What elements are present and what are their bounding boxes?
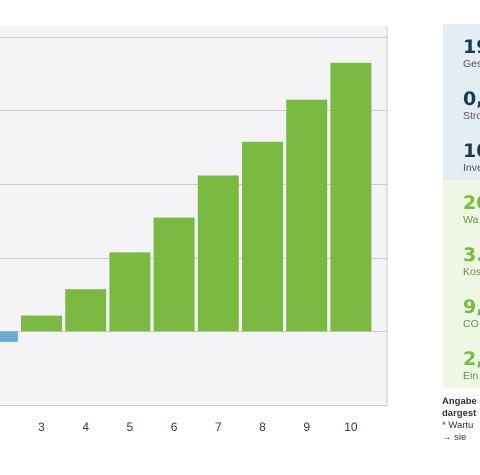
x-tick-label-7: 7 — [215, 420, 222, 434]
bar-3 — [21, 315, 62, 332]
footnote-link[interactable]: → sie — [442, 432, 467, 443]
x-tick-label-8: 8 — [259, 420, 266, 434]
stat-label-5: Kos — [463, 266, 480, 278]
stat-value-6: 9, — [463, 296, 480, 318]
bar-6 — [153, 217, 195, 332]
bar-4 — [65, 289, 107, 332]
footnote-line-2: dargest — [442, 408, 477, 419]
stat-value-2: 0, — [463, 88, 480, 110]
x-tick-label-5: 5 — [127, 420, 134, 434]
stat-card-7: 2, Ein — [443, 336, 480, 388]
footnote-line-3: * Wartu — [442, 420, 474, 431]
plot-background — [0, 26, 387, 405]
stat-value-3: 10 — [463, 140, 480, 162]
x-tick-label-3: 3 — [38, 420, 45, 434]
stat-value-5: 3. — [463, 244, 480, 266]
stat-value-7: 2, — [463, 348, 480, 370]
x-tick-label-6: 6 — [171, 420, 178, 434]
x-tick-label-10: 10 — [344, 420, 358, 434]
stat-card-3: 10 Inve — [443, 128, 480, 180]
stat-card-4: 20 Wa — [443, 180, 480, 232]
x-tick-label-4: 4 — [82, 420, 89, 434]
stat-value-4: 20 — [463, 192, 480, 214]
stat-card-5: 3. Kos — [443, 232, 480, 284]
stat-card-2: 0, Stro — [443, 76, 480, 128]
stat-label-6: CO — [463, 318, 479, 330]
stat-card-6: 9, CO — [443, 284, 480, 336]
chart-area: 3 4 5 6 7 8 9 10 — [0, 26, 388, 434]
stat-label-1: Ges — [463, 58, 480, 70]
bar-chart: 3 4 5 6 7 8 9 10 — [0, 26, 388, 434]
stat-label-7: Ein — [463, 370, 479, 382]
stat-card-1: 19 Ges — [443, 24, 480, 76]
stat-label-3: Inve — [463, 162, 480, 174]
footnote: Angabe dargest * Wartu → sie — [442, 396, 480, 444]
bar-2 — [0, 331, 18, 342]
bar-7 — [197, 175, 239, 332]
bar-9 — [286, 99, 328, 332]
stat-label-2: Stro — [463, 110, 480, 122]
bar-5 — [109, 252, 151, 332]
bar-8 — [242, 141, 283, 332]
footnote-line-1: Angabe — [442, 396, 477, 407]
stat-value-1: 19 — [463, 36, 480, 58]
stats-sidebar: 19 Ges 0, Stro 10 Inve 20 Wa 3. Kos 9, C… — [443, 24, 480, 388]
x-tick-label-9: 9 — [303, 420, 310, 434]
bar-10 — [330, 62, 372, 332]
stat-label-4: Wa — [463, 214, 479, 226]
